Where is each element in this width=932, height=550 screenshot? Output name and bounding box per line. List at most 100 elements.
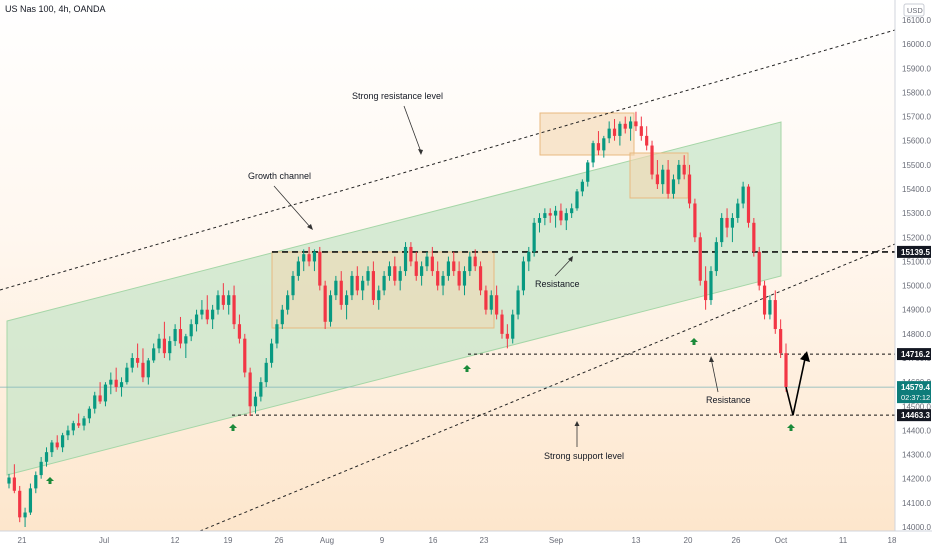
annotation-strong-support: Strong support level — [544, 451, 624, 461]
annotation-growth-channel: Growth channel — [248, 171, 311, 181]
time-tick-label: Sep — [549, 536, 564, 545]
candle-body — [645, 135, 649, 146]
candle-body — [232, 295, 236, 325]
candle-body — [136, 358, 140, 363]
candle-body — [393, 266, 397, 281]
price-tick-label: 14400.0 — [902, 426, 931, 435]
candle-body — [714, 242, 718, 272]
candle-body — [328, 295, 333, 322]
candle-body — [650, 145, 654, 175]
candle-body — [741, 186, 745, 204]
candle-body — [152, 348, 156, 361]
candle-body — [693, 203, 697, 238]
annotation-resistance: Resistance — [535, 279, 580, 289]
candle-body — [205, 309, 209, 320]
price-tick-label: 14000.0 — [902, 523, 931, 532]
price-axis — [895, 0, 932, 550]
candle-body — [779, 329, 783, 354]
candle-body — [478, 266, 483, 291]
candle-body — [339, 280, 343, 305]
time-tick-label: 12 — [171, 536, 180, 545]
candle-body — [698, 237, 702, 281]
candle-body — [291, 275, 295, 296]
candle-body — [736, 203, 740, 218]
candle-body — [323, 285, 327, 322]
up-arrow-icon — [690, 338, 698, 345]
price-tick-label: 14100.0 — [902, 499, 931, 508]
candle-body — [591, 143, 595, 163]
symbol-title[interactable]: US Nas 100, 4h, OANDA — [5, 4, 106, 14]
candle-body — [559, 210, 563, 221]
candle-body — [12, 477, 16, 491]
up-arrow-icon — [229, 424, 237, 431]
candle-body — [762, 285, 767, 315]
candle-body — [184, 336, 188, 344]
candle-body — [55, 442, 59, 448]
time-axis — [0, 531, 932, 550]
candle-body — [746, 186, 751, 223]
support-trendline — [199, 243, 896, 532]
current-price-box — [897, 381, 931, 404]
time-tick-label: 9 — [380, 536, 385, 545]
candle-body — [473, 256, 477, 267]
candle-body — [537, 217, 542, 223]
price-tick-label: 15200.0 — [902, 233, 931, 242]
candle-body — [189, 324, 193, 337]
candle-body — [570, 208, 574, 214]
time-tick-label: 19 — [224, 536, 233, 545]
candle-body — [671, 179, 676, 194]
price-tick-label: 15700.0 — [902, 113, 931, 122]
time-tick-label: 16 — [429, 536, 438, 545]
candle-body — [344, 295, 349, 305]
projection-path — [785, 353, 807, 416]
candle-body — [253, 396, 258, 407]
annotation-pointer — [710, 357, 719, 393]
candle-body — [157, 338, 161, 349]
annotation-pointer — [554, 257, 573, 277]
candle-body — [302, 254, 306, 262]
candle-body — [634, 121, 638, 127]
candle-body — [687, 174, 692, 204]
candle-body — [618, 123, 622, 136]
price-tick-label: 14500.0 — [902, 402, 931, 411]
candle-body — [709, 271, 713, 301]
candle-body — [307, 254, 311, 262]
annotation-pointer-head — [709, 356, 714, 362]
candle-body — [403, 246, 408, 272]
candle-body — [425, 256, 429, 267]
candle-body — [784, 353, 788, 387]
candle-body — [168, 341, 172, 354]
candle-body — [286, 295, 290, 310]
candle-body — [60, 435, 65, 448]
price-level-label: 14463.3 — [901, 411, 930, 420]
currency-badge — [903, 3, 925, 17]
time-tick-label: Jul — [99, 536, 109, 545]
candle-body — [586, 162, 590, 182]
candle-body — [280, 309, 284, 325]
candle-body — [516, 290, 520, 315]
price-tick-label: 15100.0 — [902, 257, 931, 266]
time-tick-label: 26 — [732, 536, 741, 545]
candle-body — [409, 246, 413, 262]
candle-body — [377, 290, 381, 301]
candle-body — [162, 338, 166, 354]
candle-body — [575, 191, 579, 209]
time-tick-label: 11 — [839, 536, 848, 545]
candle-body — [757, 251, 761, 286]
candle-body — [77, 423, 81, 426]
time-tick-label: 23 — [480, 536, 489, 545]
candle-body — [629, 121, 633, 129]
candle-body — [548, 213, 552, 216]
time-tick-label: 20 — [684, 536, 693, 545]
candle-body — [768, 300, 772, 315]
candle-body — [543, 213, 547, 218]
price-tick-label: 14300.0 — [902, 451, 931, 460]
time-tick-label: 26 — [275, 536, 284, 545]
currency-label: USD — [907, 6, 923, 15]
candle-body — [361, 280, 365, 291]
projection-arrowhead — [800, 351, 810, 363]
candle-body — [677, 164, 681, 180]
candle-body — [194, 314, 199, 325]
